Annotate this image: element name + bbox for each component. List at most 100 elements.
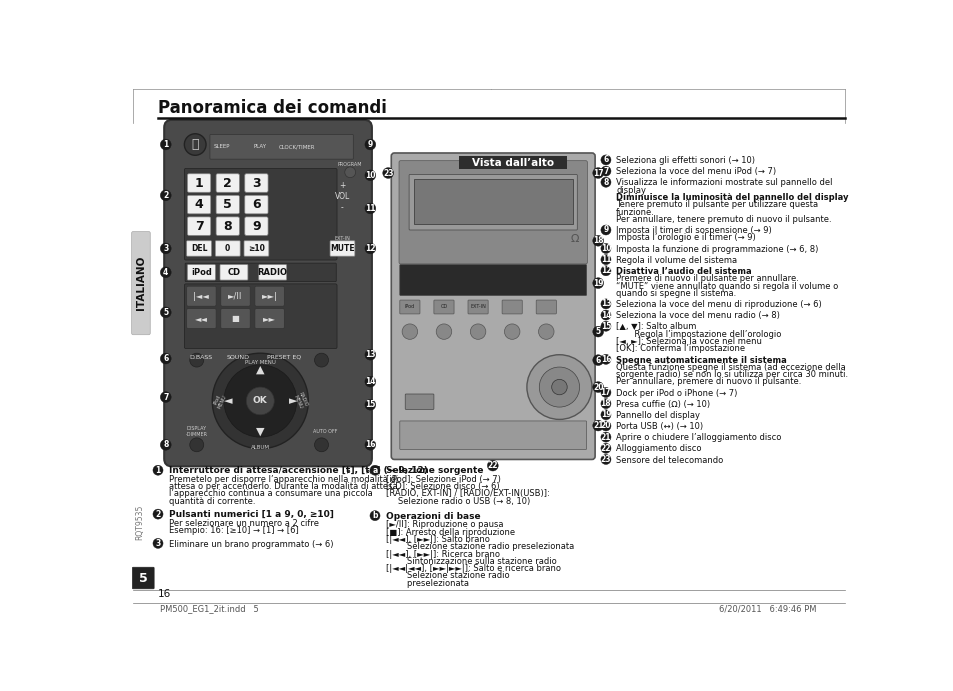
Text: +
VOL
-: + VOL -	[335, 181, 350, 212]
Circle shape	[600, 166, 610, 176]
Text: ◄: ◄	[223, 396, 232, 406]
Circle shape	[600, 432, 610, 442]
Circle shape	[526, 354, 592, 419]
Text: Diminuisce la luminosità del pannello del display: Diminuisce la luminosità del pannello de…	[616, 193, 847, 202]
Circle shape	[487, 460, 497, 471]
Text: ITALIANO: ITALIANO	[136, 256, 146, 310]
Text: ►/II: ►/II	[228, 292, 242, 301]
Text: Selezione stazione radio preselezionata: Selezione stazione radio preselezionata	[385, 542, 574, 551]
Text: [CD]: Selezione disco (→ 6): [CD]: Selezione disco (→ 6)	[385, 482, 499, 491]
Text: 12: 12	[365, 244, 375, 253]
Text: [◄, ►]: Seleziona la voce nel menu: [◄, ►]: Seleziona la voce nel menu	[616, 337, 761, 346]
Text: Spegne automaticamente il sistema: Spegne automaticamente il sistema	[616, 355, 786, 364]
Circle shape	[344, 167, 355, 178]
FancyBboxPatch shape	[216, 196, 239, 214]
Text: 3: 3	[163, 244, 168, 253]
Circle shape	[160, 353, 171, 364]
FancyBboxPatch shape	[254, 286, 284, 306]
Circle shape	[592, 381, 603, 392]
Circle shape	[190, 438, 204, 452]
Circle shape	[600, 421, 610, 431]
Text: [|◄◄], [►►|]: Salto brano: [|◄◄], [►►|]: Salto brano	[385, 535, 489, 544]
Circle shape	[160, 190, 171, 200]
Text: 8: 8	[163, 440, 169, 449]
Text: [▲, ▼]: Salto album: [▲, ▼]: Salto album	[616, 323, 696, 332]
Circle shape	[152, 465, 163, 475]
Text: CD: CD	[227, 268, 240, 277]
Circle shape	[600, 388, 610, 397]
Circle shape	[160, 307, 171, 318]
Text: Porta USB (↔) (→ 10): Porta USB (↔) (→ 10)	[616, 422, 702, 431]
Text: 18: 18	[600, 399, 611, 408]
Text: SOUND: SOUND	[226, 354, 249, 359]
Text: 9: 9	[602, 225, 608, 234]
Text: ◄◄: ◄◄	[194, 314, 208, 323]
Text: 23: 23	[382, 169, 393, 178]
Text: Regola il volume del sistema: Regola il volume del sistema	[616, 256, 737, 265]
Text: ≥10: ≥10	[248, 244, 265, 253]
Text: Seleziona la voce del menu iPod (→ 7): Seleziona la voce del menu iPod (→ 7)	[616, 167, 776, 176]
Text: [■]: Arresto della riproduzione: [■]: Arresto della riproduzione	[385, 528, 515, 537]
Text: 12: 12	[600, 266, 611, 275]
Text: 16: 16	[158, 589, 172, 599]
Text: Selezione stazione radio: Selezione stazione radio	[385, 571, 509, 580]
Text: Visualizza le informazioni mostrate sul pannello del: Visualizza le informazioni mostrate sul …	[616, 178, 832, 187]
Circle shape	[160, 243, 171, 254]
FancyBboxPatch shape	[409, 175, 577, 230]
Text: a: a	[372, 466, 377, 475]
Circle shape	[160, 392, 171, 402]
Circle shape	[402, 324, 417, 339]
Circle shape	[600, 444, 610, 453]
FancyBboxPatch shape	[434, 300, 454, 314]
FancyBboxPatch shape	[399, 421, 586, 449]
Text: 1: 1	[163, 140, 168, 149]
Text: 14: 14	[365, 377, 375, 386]
Circle shape	[152, 538, 163, 549]
Text: 6: 6	[252, 198, 260, 211]
FancyBboxPatch shape	[210, 135, 353, 159]
Text: 8: 8	[223, 220, 232, 233]
FancyBboxPatch shape	[164, 120, 372, 466]
Text: 6: 6	[595, 356, 600, 365]
Text: ▲: ▲	[255, 365, 264, 375]
Circle shape	[592, 278, 603, 289]
FancyBboxPatch shape	[187, 196, 211, 214]
FancyBboxPatch shape	[536, 300, 556, 314]
Circle shape	[314, 353, 328, 367]
Text: Alloggiamento disco: Alloggiamento disco	[616, 444, 700, 453]
Text: |◄◄: |◄◄	[193, 292, 209, 301]
Text: Pannello del display: Pannello del display	[616, 411, 700, 420]
Text: “MUTE” viene annullato quando si regola il volume o: “MUTE” viene annullato quando si regola …	[616, 281, 838, 291]
FancyBboxPatch shape	[501, 300, 521, 314]
Text: Selezione radio o USB (→ 8, 10): Selezione radio o USB (→ 8, 10)	[397, 497, 530, 506]
Text: PM500_EG1_2it.indd   5: PM500_EG1_2it.indd 5	[159, 605, 258, 614]
Text: 23: 23	[600, 455, 611, 464]
Circle shape	[160, 139, 171, 150]
Text: [iPod]: Selezione iPod (→ 7): [iPod]: Selezione iPod (→ 7)	[385, 475, 500, 484]
FancyBboxPatch shape	[399, 300, 419, 314]
Text: 7: 7	[194, 220, 203, 233]
Text: ■: ■	[232, 314, 239, 323]
Circle shape	[224, 365, 296, 437]
Text: 19: 19	[600, 410, 611, 419]
Text: 2: 2	[223, 176, 232, 189]
Circle shape	[600, 266, 610, 276]
Text: Dock per iPod o iPhone (→ 7): Dock per iPod o iPhone (→ 7)	[616, 388, 737, 397]
FancyBboxPatch shape	[187, 240, 212, 256]
Circle shape	[212, 353, 308, 448]
Text: 15: 15	[600, 322, 611, 331]
Text: 17: 17	[592, 169, 603, 178]
FancyBboxPatch shape	[458, 156, 567, 169]
FancyBboxPatch shape	[468, 300, 488, 314]
Text: iPod: iPod	[191, 268, 212, 277]
Text: 6: 6	[163, 354, 168, 363]
Circle shape	[592, 168, 603, 178]
Text: iPod
MENU: iPod MENU	[212, 392, 228, 410]
FancyBboxPatch shape	[398, 161, 587, 264]
Text: [|◄◄|◄◄], [►►|►►|]: Salto e ricerca brano: [|◄◄|◄◄], [►►|►►|]: Salto e ricerca bran…	[385, 564, 560, 573]
Text: ⏻: ⏻	[192, 138, 199, 151]
Text: ►►: ►►	[263, 314, 275, 323]
Text: Questa funzione spegne il sistema (ad eccezione della: Questa funzione spegne il sistema (ad ec…	[616, 363, 845, 372]
Circle shape	[365, 439, 375, 451]
Text: PRESET EQ: PRESET EQ	[267, 354, 301, 359]
